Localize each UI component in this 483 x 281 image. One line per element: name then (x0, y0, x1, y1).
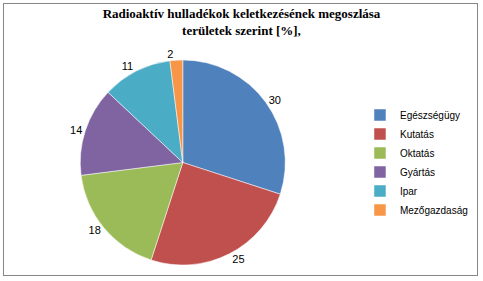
svg-text:Gyártás: Gyártás (400, 167, 435, 178)
svg-text:Radioaktív hulladékok keletkez: Radioaktív hulladékok keletkezésének meg… (103, 6, 381, 38)
svg-text:Kutatás: Kutatás (400, 129, 434, 140)
svg-text:18: 18 (89, 224, 101, 236)
svg-text:14: 14 (70, 124, 82, 136)
svg-text:11: 11 (122, 60, 133, 72)
svg-text:Mezőgazdaság: Mezőgazdaság (400, 205, 468, 216)
svg-text:Ipar: Ipar (400, 186, 418, 197)
svg-text:Egészségügy: Egészségügy (400, 110, 460, 121)
svg-text:30: 30 (269, 94, 281, 106)
svg-text:Oktatás: Oktatás (400, 148, 434, 159)
svg-text:25: 25 (232, 253, 244, 265)
svg-text:2: 2 (167, 48, 173, 60)
